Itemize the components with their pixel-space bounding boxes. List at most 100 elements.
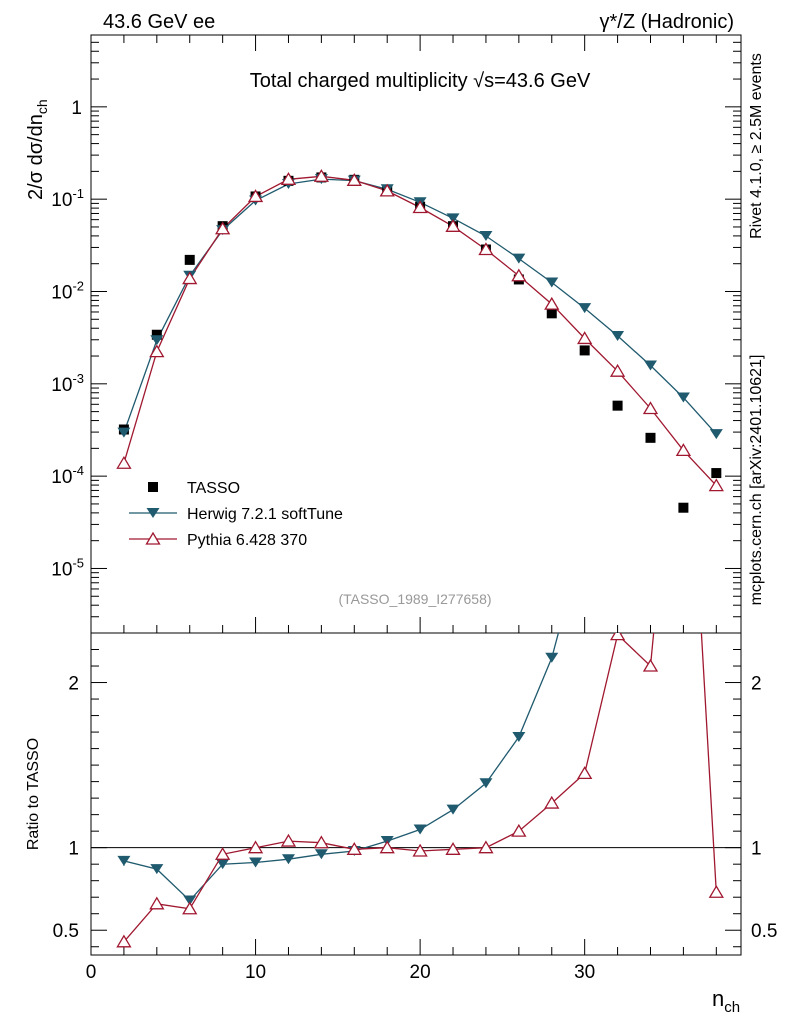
y-tick-label: 10-4 [51,463,84,488]
series-line-herwig [123,178,717,435]
energy-label: 43.6 GeV ee [103,11,215,33]
ratio-point-pythia [544,795,560,809]
data-point-tasso [546,308,557,319]
rivet-label: Rivet 4.1.0, ≥ 2.5M events [748,53,765,239]
mc-point-pythia [149,344,165,358]
mc-curves [123,175,717,487]
ratio-point-herwig [249,857,263,868]
y-tick-label: 10-2 [51,278,84,303]
ratio-point-herwig [545,652,559,663]
mc-point-pythia [445,219,461,232]
ratio-point-pythia [247,840,264,854]
series-line-pythia [123,175,717,487]
ratio-point-herwig [413,824,427,835]
ratio-point-herwig [512,732,526,743]
legend-marker-tasso [148,482,158,492]
ratio-line-herwig [123,633,560,902]
ratio-point-pythia [708,884,724,898]
ratio-tick-label: 0.5 [53,921,79,942]
mc-point-pythia [182,271,198,285]
legend-label-tasso: TASSO [187,480,240,497]
ratio-point-pythia [577,766,593,780]
ratio-point-herwig [611,67,624,77]
mc-point-pythia [379,183,395,197]
ratio-point-herwig [150,864,164,875]
ratio-point-pythia [280,833,297,847]
process-label: γ*/Z (Hadronic) [600,11,734,33]
ratio-point-herwig [479,778,493,789]
ratio-point-herwig [216,859,230,870]
data-point-tasso [151,329,162,340]
ratio-point-pythia [379,840,395,854]
mc-point-pythia [708,478,724,492]
data-markers [116,168,724,513]
mc-point-pythia [511,268,527,282]
ratio-point-herwig [183,895,197,906]
x-tick-label: 30 [574,962,595,983]
ratio-point-pythia [677,313,690,324]
ratio-tick-label: 1 [68,839,79,860]
ratio-point-pythia [412,843,428,857]
legend-label-pythia: Pythia 6.428 370 [187,532,307,549]
mc-point-herwig [611,330,625,341]
mc-point-herwig [643,360,657,371]
mc-point-herwig [545,277,559,288]
x-tick-label: 10 [245,962,266,983]
mc-point-pythia [215,221,231,235]
mc-point-pythia [116,455,132,469]
mc-point-pythia [280,172,297,185]
data-point-tasso [678,502,689,513]
y-tick-label: 10-3 [51,371,84,396]
mc-point-herwig [512,253,526,264]
ratio-group [116,1,724,948]
legend: TASSO Herwig 7.2.1 softTune Pythia 6.428… [129,480,343,549]
chart-title: Total charged multiplicity √s=43.6 GeV [250,70,591,92]
mc-point-herwig [117,427,131,438]
mc-point-herwig [709,429,723,440]
ratio-point-herwig [644,1,657,11]
ratio-point-herwig [446,804,460,815]
ratio-point-pythia [609,633,626,641]
ratio-tick-label-right: 1 [751,839,762,860]
ratio-point-pythia [642,658,659,672]
mc-point-herwig [150,335,164,346]
ratio-point-pythia [511,823,527,837]
legend-label-herwig: Herwig 7.2.1 softTune [187,506,343,523]
mc-point-pythia [577,331,593,345]
legend-marker-herwig [146,508,160,518]
ratio-point-herwig [281,854,295,865]
ratio-point-pythia [346,842,362,855]
data-point-tasso [711,468,722,479]
mc-point-herwig [676,392,690,403]
mcplots-label: mcplots.cern.ch [arXiv:2401.10621] [748,355,765,606]
mc-point-pythia [478,242,494,256]
ratio-point-pythia [445,842,461,855]
mc-point-pythia [609,363,626,377]
legend-marker-pythia [145,531,161,545]
mc-point-herwig [479,231,493,242]
ratio-tick-label-right: 2 [751,674,762,695]
mc-point-pythia [346,173,362,186]
ratio-point-herwig [117,855,131,866]
ratio-curves [116,1,724,948]
ratio-point-herwig [578,529,591,539]
ratio-point-pythia [116,934,132,948]
ratio-point-herwig [314,849,328,860]
y-tick-label: 10-5 [51,555,84,580]
y-tick-label: 10-1 [51,186,84,211]
mc-point-pythia [642,401,659,415]
y-axis-label: 2/σ dσ/dnch [25,99,50,200]
ratio-point-pythia [313,835,330,849]
mc-point-pythia [412,200,428,214]
mc-point-pythia [544,296,560,310]
analysis-tag: (TASSO_1989_I277658) [338,591,491,607]
data-point-tasso [612,400,623,411]
mc-point-herwig [578,303,592,314]
mc-point-pythia [313,168,330,182]
mc-point-pythia [247,189,264,203]
ratio-point-pythia [182,901,198,915]
ratio-tick-label: 2 [68,674,79,695]
ratio-axis-label: Ratio to TASSO [25,738,42,850]
x-tick-label: 0 [86,962,97,983]
